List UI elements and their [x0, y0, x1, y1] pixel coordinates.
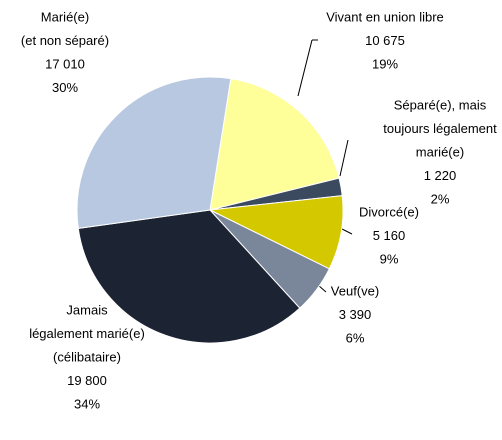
- slice-label: Veuf(ve): [331, 283, 379, 298]
- slice-label: marié(e): [416, 144, 464, 159]
- slice-label: Divorcé(e): [359, 204, 419, 219]
- pie-slice: [209, 78, 340, 211]
- percent-label: 2%: [431, 191, 450, 206]
- leader-line: [339, 139, 349, 177]
- slice-label: Vivant en union libre: [326, 9, 444, 24]
- value-label: 19 800: [67, 373, 107, 388]
- slice-label: (et non séparé): [21, 33, 109, 48]
- percent-label: 34%: [74, 396, 100, 411]
- value-label: 17 010: [45, 56, 85, 71]
- slice-label: Séparé(e), mais: [394, 97, 487, 112]
- value-label: 1 220: [424, 168, 457, 183]
- percent-label: 30%: [52, 80, 78, 95]
- value-label: 10 675: [365, 33, 405, 48]
- percent-label: 6%: [346, 330, 365, 345]
- pie-slice: [77, 209, 301, 344]
- pie-slice: [76, 76, 232, 229]
- slice-label: toujours légalement: [383, 121, 497, 136]
- value-label: 5 160: [373, 228, 406, 243]
- value-label: 3 390: [339, 307, 372, 322]
- slice-label: Jamais: [66, 302, 108, 317]
- slice-label: Marié(e): [41, 9, 89, 24]
- slice-label: (célibataire): [53, 349, 121, 364]
- percent-label: 9%: [380, 251, 399, 266]
- leader-line: [297, 39, 313, 97]
- slice-label: légalement marié(e): [29, 326, 145, 341]
- percent-label: 19%: [372, 56, 398, 71]
